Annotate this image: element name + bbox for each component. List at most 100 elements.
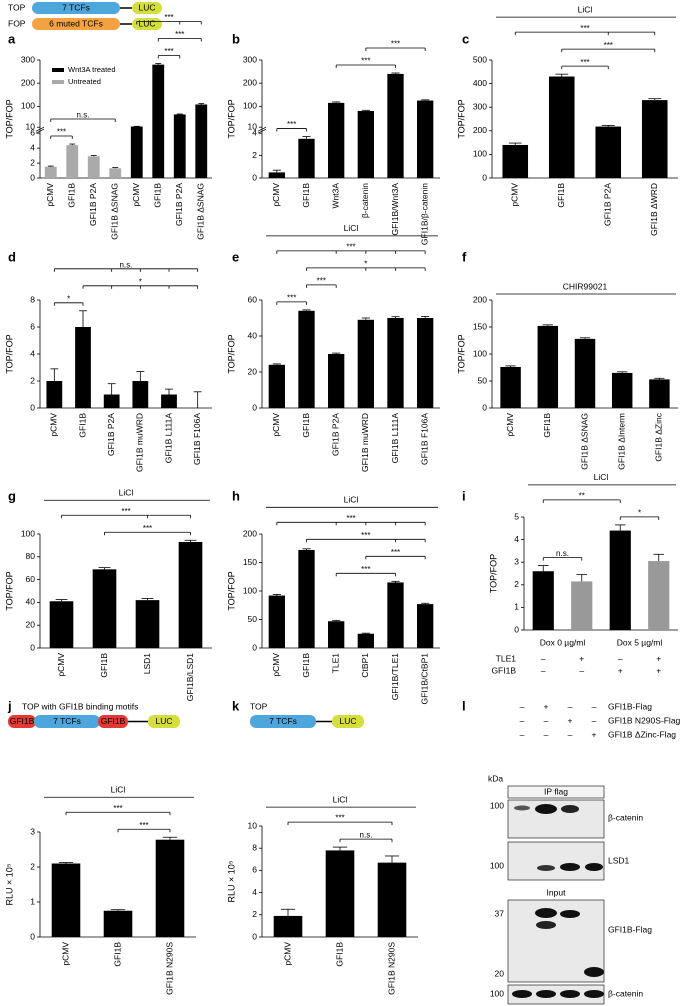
group-label: Dox 5 µg/ml	[617, 637, 663, 647]
band	[560, 863, 580, 871]
significance-label: ***	[143, 524, 152, 533]
x-tick-label: GFI1B/LSD1	[185, 653, 195, 701]
treatment-label: LiCl	[119, 488, 134, 498]
x-tick-label: GFI1B/CtBP1	[419, 653, 429, 705]
x-tick-label: LSD1	[142, 653, 152, 675]
bar	[75, 327, 91, 408]
significance-label: ***	[335, 814, 344, 823]
y-tick-label: 1	[30, 896, 35, 906]
luc-box	[332, 715, 364, 728]
lane-mark: –	[592, 715, 597, 725]
x-tick-label: GFI1B	[301, 183, 311, 208]
x-tick-label: GFI1B	[67, 183, 77, 208]
y-tick-label: 6	[30, 321, 35, 331]
tcf-box	[250, 715, 316, 728]
bar	[298, 310, 315, 408]
y-axis-label: RLU × 10⁵	[4, 863, 14, 905]
bar	[195, 104, 208, 178]
band	[560, 910, 580, 918]
row-mark: +	[579, 653, 584, 663]
y-axis-label: TOP/FOP	[226, 334, 236, 373]
construct-title: TOP	[250, 701, 268, 711]
row-mark: –	[579, 665, 584, 675]
section-title: Input	[547, 887, 567, 897]
bar	[103, 910, 133, 937]
x-tick-label: GFI1B ΔZinc	[654, 412, 664, 461]
y-tick-label: 40	[26, 597, 36, 607]
x-tick-label: GFI1B P2A	[106, 413, 116, 456]
x-tick-label: GFI1B N290S	[386, 942, 396, 995]
blot-label: β-catenin	[608, 812, 643, 822]
bar	[298, 138, 315, 178]
legend-swatch	[52, 68, 64, 72]
bar	[155, 839, 185, 937]
x-tick-label: GFI1B P2A	[330, 413, 340, 456]
legend-label: Untreated	[68, 77, 101, 86]
significance-label: ***	[317, 277, 326, 286]
blot-label: GFI1B-Flag	[608, 924, 652, 934]
row-mark: +	[656, 665, 661, 675]
significance-label: ***	[346, 243, 355, 252]
bar	[161, 394, 177, 408]
significance-label: *	[638, 509, 641, 518]
bar	[130, 126, 143, 178]
x-tick-label: GFI1B muWRD	[135, 413, 145, 472]
axis-break	[35, 128, 45, 134]
box-label: 7 TCFs	[62, 2, 90, 12]
box-label: LUC	[138, 18, 155, 28]
y-tick-label: 2	[514, 579, 519, 589]
lane-mark: –	[568, 729, 573, 739]
motif-box	[98, 715, 128, 728]
y-axis-label: TOP/FOP	[4, 99, 14, 138]
y-tick-label: 8	[30, 294, 35, 304]
bar	[298, 549, 315, 648]
x-tick-label: GFI1B F106A	[192, 413, 202, 465]
x-tick-label: β-catenin	[360, 183, 370, 218]
y-tick-label: 150	[243, 557, 257, 567]
x-tick-label: pCMV	[60, 942, 70, 966]
row-name: TLE1	[496, 653, 517, 663]
bar	[387, 73, 404, 178]
y-tick-label: 0	[252, 931, 257, 941]
y-tick-label: 100	[21, 101, 35, 111]
row-mark: +	[618, 665, 623, 675]
axis-break	[257, 126, 267, 132]
y-tick-label: 0	[252, 642, 257, 652]
bar	[357, 319, 374, 408]
significance-label: ***	[361, 531, 370, 540]
y-tick-label: 6	[30, 127, 35, 137]
bar	[609, 530, 631, 630]
significance-label: ***	[346, 514, 355, 523]
box-label: 7 TCFs	[269, 716, 297, 726]
significance-label: ***	[139, 821, 148, 830]
bar	[571, 581, 593, 630]
western-blot: l – + – – GFI1B-Flag – – + – GFI1B N290S…	[462, 698, 681, 1005]
x-tick-label: CtBP1	[360, 653, 370, 678]
y-tick-label: 2	[252, 150, 257, 160]
significance-label: ***	[391, 548, 400, 557]
condition-name: GFI1B-Flag	[608, 701, 652, 711]
marker-label: 20	[495, 968, 505, 978]
y-tick-label: 2	[30, 375, 35, 385]
y-tick-label: 10	[248, 121, 258, 131]
x-tick-label: GFI1B P2A	[88, 183, 98, 226]
band	[584, 967, 604, 977]
box-label: LUC	[339, 716, 356, 726]
band	[535, 804, 557, 814]
significance-label: ***	[164, 47, 173, 56]
x-tick-label: GFI1B/TLE1	[390, 653, 400, 701]
bar	[417, 318, 434, 408]
significance-label: ***	[287, 294, 296, 303]
marker-label: 100	[490, 860, 504, 870]
y-tick-label: 4	[252, 887, 257, 897]
band	[512, 990, 532, 998]
lane-mark: –	[520, 729, 525, 739]
bar	[357, 633, 374, 648]
bar	[268, 172, 285, 178]
schematic-k: TOP 7 TCFs LUC	[250, 701, 364, 728]
panel-letter: b	[232, 31, 240, 46]
y-tick-label: 0	[30, 172, 35, 182]
y-tick-label: 50	[478, 375, 488, 385]
y-axis-label: TOP/FOP	[226, 99, 236, 138]
panel-letter: f	[462, 249, 467, 264]
